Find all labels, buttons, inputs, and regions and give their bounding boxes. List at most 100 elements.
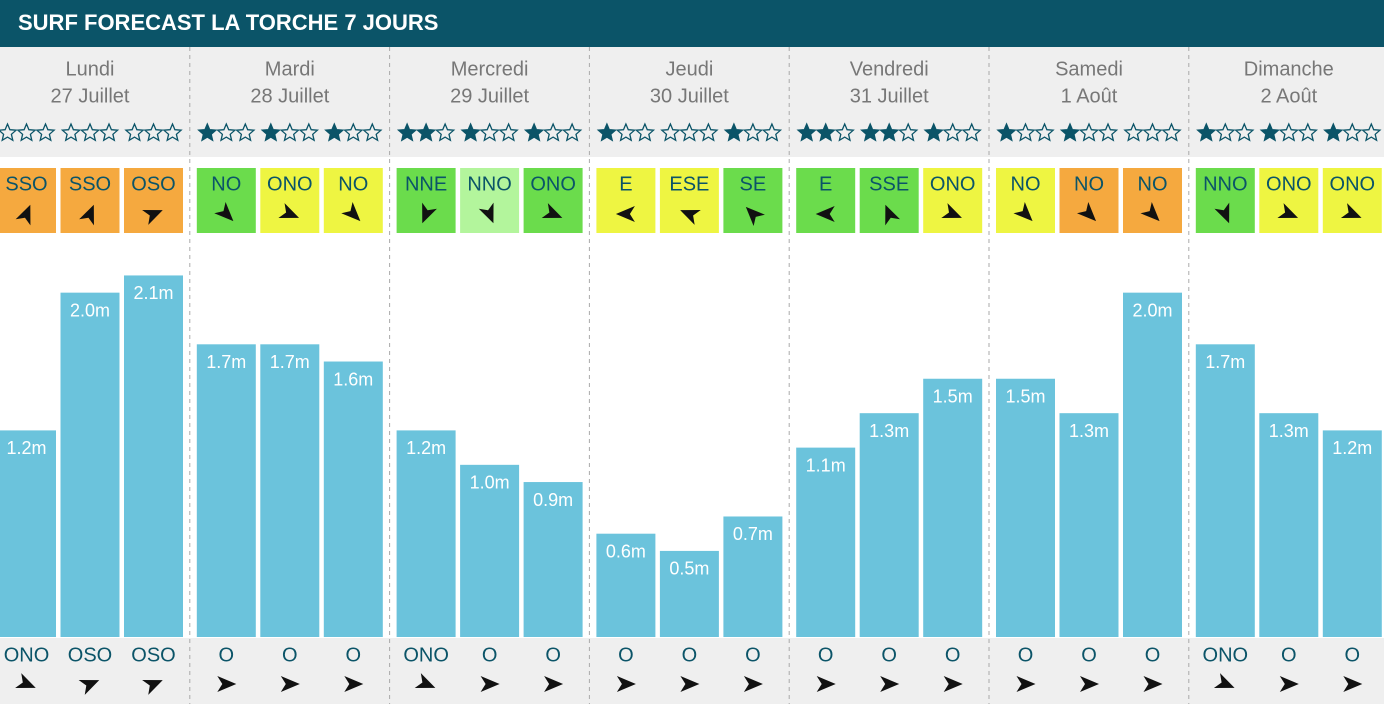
wind-direction: ONO	[1330, 173, 1376, 195]
star	[260, 122, 281, 142]
star-rating	[460, 122, 519, 142]
star	[162, 122, 183, 142]
star	[298, 122, 319, 142]
star	[860, 122, 881, 142]
wind-box	[60, 168, 120, 233]
swell-arrow	[816, 676, 836, 692]
wave-height-label: 1.1m	[806, 455, 846, 475]
star	[996, 122, 1017, 142]
star-rating	[197, 122, 256, 142]
wind-direction: NNO	[467, 173, 511, 195]
star	[98, 122, 120, 142]
swell-arrow	[414, 673, 436, 688]
wave-bar	[1123, 292, 1182, 637]
star	[761, 122, 783, 142]
star	[216, 122, 237, 142]
swell-arrow	[943, 676, 963, 692]
wave-bar	[659, 550, 719, 637]
wave-bar	[523, 482, 583, 637]
wave-bar	[1195, 344, 1255, 637]
swell-arrow	[616, 676, 636, 692]
star	[60, 122, 82, 142]
star-rating	[324, 122, 383, 142]
star-rating	[523, 122, 583, 142]
wind-arrow	[1214, 202, 1230, 224]
wind-direction: ONO	[530, 173, 576, 195]
day-date: 31 Juillet	[850, 85, 929, 107]
star	[923, 122, 944, 142]
wave-height-label: 0.7m	[733, 524, 773, 544]
star	[1259, 122, 1280, 142]
swell-arrow	[78, 680, 100, 695]
star	[634, 122, 656, 142]
swell-arrow	[15, 673, 36, 688]
star-rating	[1323, 122, 1382, 142]
wind-arrow	[815, 206, 835, 222]
wave-height-label: 1.2m	[406, 438, 446, 458]
wind-direction: NO	[338, 173, 368, 195]
swell-direction: O	[618, 644, 634, 666]
swell-direction: O	[1018, 644, 1034, 666]
swell-direction: ONO	[4, 644, 50, 666]
wind-direction: SSO	[69, 173, 111, 195]
star	[1234, 122, 1255, 142]
swell-direction: O	[1345, 644, 1361, 666]
swell-direction: O	[682, 644, 698, 666]
wave-bar	[1259, 413, 1319, 637]
star-rating	[1259, 122, 1318, 142]
wind-arrow	[341, 201, 361, 222]
day-name: Samedi	[1055, 58, 1123, 80]
day-name: Jeudi	[665, 58, 713, 80]
wind-box	[1195, 168, 1255, 233]
swell-direction: O	[482, 644, 498, 666]
wind-direction: E	[819, 173, 832, 195]
star	[1196, 122, 1217, 142]
wave-bar	[723, 516, 783, 637]
day-date: 28 Juillet	[250, 85, 329, 107]
star	[415, 122, 437, 142]
wind-direction: ONO	[1266, 173, 1312, 195]
wind-box	[1123, 168, 1182, 233]
star	[79, 122, 101, 142]
day-name: Mercredi	[451, 58, 529, 80]
wind-box	[0, 168, 56, 233]
title: SURF FORECAST LA TORCHE 7 JOURS	[18, 10, 438, 35]
wind-box	[923, 168, 983, 233]
star	[1278, 122, 1299, 142]
star	[498, 122, 519, 142]
star	[1059, 122, 1081, 142]
wave-bar	[0, 430, 56, 637]
day-date: 2 Août	[1260, 85, 1317, 107]
star	[961, 122, 982, 142]
wind-direction: SE	[740, 173, 767, 195]
day-name: Dimanche	[1244, 58, 1334, 80]
wave-bar	[60, 292, 120, 637]
swell-arrow	[1279, 676, 1299, 692]
swell-arrow	[1343, 676, 1363, 692]
wind-arrow	[142, 210, 163, 225]
swell-direction: ONO	[403, 644, 449, 666]
day-name: Vendredi	[850, 58, 929, 80]
star-rating	[923, 122, 982, 142]
wind-box	[796, 168, 856, 233]
star-rating	[0, 122, 56, 142]
wave-bar	[196, 344, 256, 637]
star	[1034, 122, 1055, 142]
star	[660, 122, 681, 142]
star	[742, 122, 764, 142]
swell-direction: O	[545, 644, 561, 666]
wind-box	[859, 168, 919, 233]
swell-direction: O	[818, 644, 834, 666]
wind-box	[1059, 168, 1119, 233]
star	[1097, 122, 1119, 142]
wave-height-label: 2.0m	[70, 300, 110, 320]
swell-direction: OSO	[131, 644, 175, 666]
day-date: 30 Juillet	[650, 85, 729, 107]
star	[279, 122, 300, 142]
wind-direction: E	[619, 173, 632, 195]
wind-box	[596, 168, 656, 233]
wave-height-label: 1.3m	[1269, 421, 1309, 441]
wind-direction: NNO	[1203, 173, 1247, 195]
